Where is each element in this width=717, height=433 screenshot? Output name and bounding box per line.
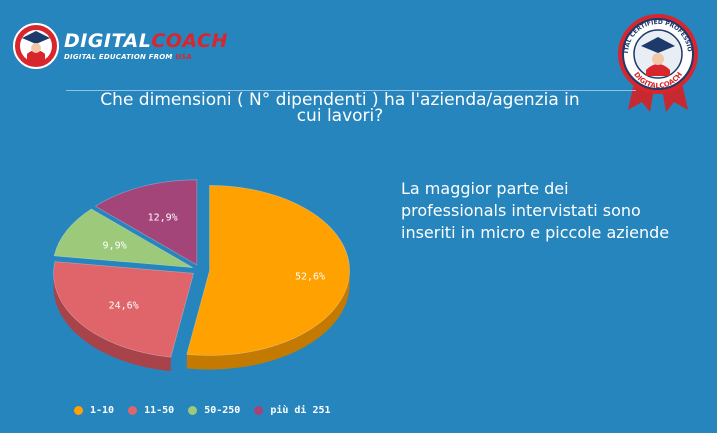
legend-item-3: più di 251 [254,404,331,416]
note-line-2: professionals intervistati sono [401,201,641,220]
certified-professional-badge-icon: DIGITAL CERTIFIED PROFESSIONAL DIGITALCO… [608,6,698,112]
legend-item-2: 50-250 [188,405,240,416]
header-divider [66,90,636,91]
legend-item-0: 1-10 [74,405,114,416]
legend-label-0: 1-10 [90,404,115,416]
legend-label-2: 50-250 [204,404,241,416]
legend-swatch-3 [254,405,264,415]
legend-label-1: 11-50 [144,404,175,416]
pie-slice-3 [94,179,198,266]
digitalcoach-logo: DIGITALCOACH DIGITAL EDUCATION FROM USA [12,20,227,80]
chart-legend: 1-10 11-50 50-250 più di 251 [74,402,345,418]
note-line-3: inseriti in micro e piccole aziende [401,223,670,242]
legend-swatch-2 [188,405,198,415]
legend-swatch-1 [128,405,138,415]
brand-wordmark: DIGITALCOACH [64,30,228,52]
insight-note: La maggior parte dei professionals inter… [401,178,701,244]
pie-slice-0 [186,185,350,356]
pie-slice-1 [53,261,194,358]
survey-question: Che dimensioni ( N° dipendenti ) ha l'az… [60,90,620,126]
pie-data-label-0: 52,6% [295,271,325,282]
question-line-2: cui lavori? [296,106,384,126]
pie-data-label-3: 12,9% [148,212,178,223]
pie-data-label-2: 9,9% [103,241,127,252]
pie-slice-side-0 [186,270,350,370]
question-line-1: Che dimensioni ( N° dipendenti ) ha l'az… [100,90,580,110]
pie-slice-2 [53,208,193,268]
mascot-logo-icon [13,23,59,69]
pie-slice-side-1 [53,273,171,372]
note-line-1: La maggior parte dei [401,179,569,198]
legend-item-1: 11-50 [128,405,174,416]
brand-tagline: DIGITAL EDUCATION FROM USA [64,53,192,61]
pie-data-label-1: 24,6% [109,301,139,312]
legend-swatch-0 [74,405,83,415]
legend-label-3: più di 251 [270,404,331,416]
